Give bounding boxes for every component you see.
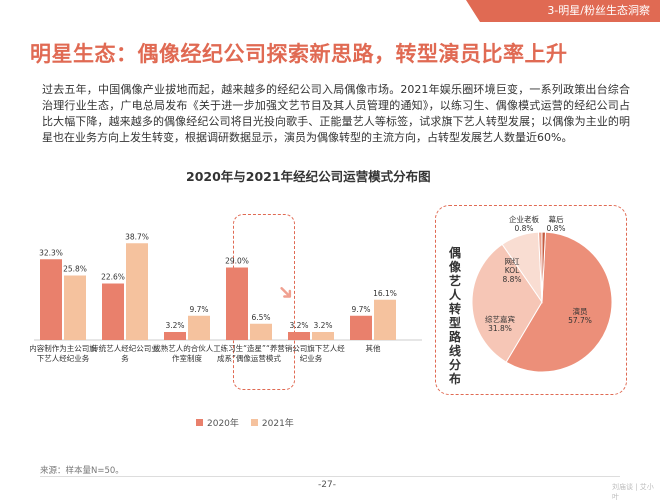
legend-swatch-2021	[250, 419, 258, 426]
bar-value-label: 25.8%	[63, 265, 87, 274]
bar-2020-4	[288, 332, 310, 340]
pie-slice-4	[541, 231, 547, 303]
bar-2021-4	[312, 332, 334, 340]
pie-slice-label: 网红 KOL 8.8%	[502, 256, 521, 284]
bar-value-label: 3.2%	[313, 321, 332, 330]
bar-2020-5	[350, 315, 372, 340]
bar-2021-1	[126, 243, 148, 340]
bar-chart-legend: 2020年 2021年	[196, 416, 294, 429]
intro-paragraph: 过去五年，中国偶像产业拔地而起，越来越多的经纪公司入局偶像市场。2021年娱乐圈…	[42, 83, 630, 144]
pie-slice-label: 综艺嘉宾 31.8%	[485, 314, 515, 333]
bar-2020-3	[226, 267, 248, 340]
bar-value-label: 6.5%	[251, 313, 270, 322]
bar-chart-title: 2020年与2021年经纪公司运营模式分布图	[186, 169, 431, 184]
bar-value-label: 29.0%	[225, 257, 249, 266]
category-tick-label: 营销公司旗下艺人经纪业务	[277, 343, 345, 363]
section-tag: 3-明星/粉丝生态洞察	[466, 0, 660, 22]
bar-2021-0	[64, 275, 86, 340]
bar-value-label: 3.2%	[165, 321, 184, 330]
bar-2020-0	[40, 259, 62, 340]
category-tick-label: 练习生“造星”“养成系”偶像运营模式	[217, 343, 281, 363]
bar-value-label: 22.6%	[101, 273, 125, 282]
pie-slice-label: 幕后 0.8%	[546, 214, 565, 233]
page-number: -27-	[318, 480, 336, 490]
pie-slice-label: 企业老板 0.8%	[509, 214, 539, 233]
legend-label-2020: 2020年	[207, 419, 239, 429]
category-tick-label: 传统艺人经纪公司业务	[91, 343, 159, 363]
bar-value-label: 38.7%	[125, 232, 149, 241]
category-tick-label: 内容制作为主公司旗下艺人经纪业务	[30, 343, 97, 363]
pie-slice-label: 演员 57.7%	[568, 306, 592, 325]
page-title: 明星生态：偶像经纪公司探索新思路，转型演员比率上升	[30, 42, 568, 66]
bar-value-label: 9.7%	[189, 305, 208, 314]
bar-chart: 32.3%25.8% 内容制作为主公司旗下艺人经纪业务 22.6% 38.7% 传统艺人…	[30, 232, 422, 363]
legend-item-2021: 2021年	[250, 416, 294, 429]
pie-slice-0	[505, 231, 613, 373]
legend-item-2020: 2020年	[196, 416, 239, 429]
bar-2020-1	[102, 283, 124, 340]
legend-label-2021: 2021年	[261, 419, 294, 429]
footer-divider	[40, 476, 620, 477]
bar-value-label: 9.7%	[351, 305, 370, 314]
pie-slice-1	[471, 243, 543, 363]
bar-2021-2	[188, 315, 210, 340]
category-tick-label: 其他	[366, 343, 381, 353]
bar-value-label: 16.1%	[373, 289, 397, 298]
bar-2021-3	[250, 323, 272, 340]
pie-chart: 演员 57.7% 综艺嘉宾 31.8% 网红 KOL 8.8% 企业老板 0.8% 幕后 0.8%	[471, 214, 613, 373]
source-note: 来源：样本量N=50。	[40, 466, 124, 476]
bar-2021-5	[374, 299, 396, 340]
bar-value-label: 3.2%	[289, 321, 308, 330]
pie-chart-title: 偶像艺人转型路线分布	[448, 246, 461, 386]
bar-2020-2	[164, 332, 186, 340]
bar-value-label: 32.3%	[39, 248, 63, 257]
watermark: 刘庙谈 | 艾小叶	[612, 483, 654, 501]
category-tick-label: 成熟艺人的合伙人工作室制度	[153, 343, 221, 363]
legend-swatch-2020	[196, 419, 203, 426]
pie-chart-frame	[435, 205, 627, 395]
